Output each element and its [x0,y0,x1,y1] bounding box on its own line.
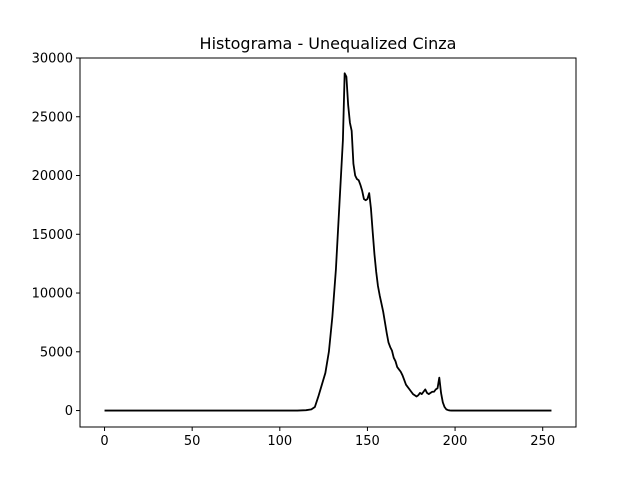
y-tick-label: 10000 [32,287,73,302]
y-tick-label: 0 [65,404,73,419]
y-tick-label: 20000 [32,169,73,184]
y-tick-label: 25000 [32,110,73,125]
x-tick-label: 50 [184,434,201,449]
plot-area [104,72,552,412]
x-tick-label: 100 [267,434,292,449]
y-tick-label: 5000 [40,345,73,360]
plot-frame [79,57,577,428]
x-tick-label: 200 [443,434,468,449]
y-tick-label: 15000 [32,228,73,243]
y-tick-label: 30000 [32,52,73,67]
chart-title: Histograma - Unequalized Cinza [200,34,457,53]
y-axis: 0 5000 10000 15000 20000 25000 30000 [32,52,80,419]
histogram-line-0 [104,72,552,412]
x-tick-label: 0 [100,434,108,449]
x-tick-label: 150 [355,434,380,449]
x-axis: 0 50 100 150 200 250 [100,427,555,449]
x-tick-label: 250 [530,434,555,449]
